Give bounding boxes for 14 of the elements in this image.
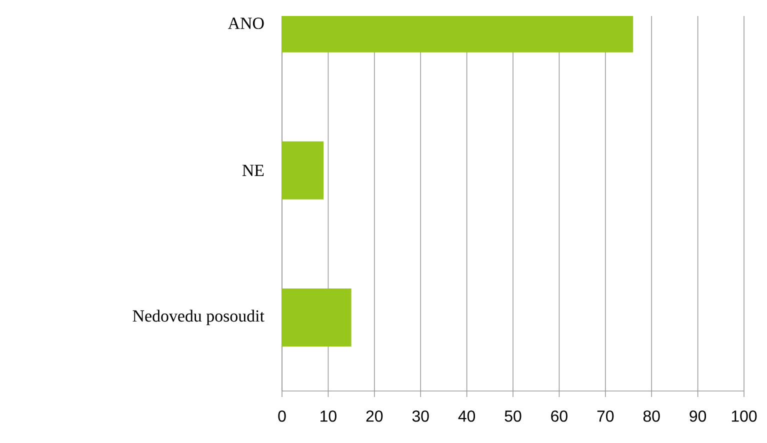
x-tick-label: 50: [504, 410, 522, 422]
x-tick-label: 80: [643, 410, 660, 422]
y-tick-label: NE: [242, 164, 264, 176]
x-tick-label: 90: [690, 410, 706, 422]
x-tick-label: 30: [412, 410, 429, 422]
x-tick-label: 100: [732, 410, 757, 422]
y-tick-label: ANO: [228, 18, 264, 30]
y-tick-label: Nedovedu posoudit: [132, 310, 264, 326]
x-tick-label: 20: [366, 410, 383, 422]
x-tick-label: 0: [278, 410, 286, 422]
x-tick-label: 10: [320, 410, 336, 422]
x-tick-label: 70: [597, 410, 614, 422]
x-tick-label: 40: [458, 410, 476, 422]
x-tick-label: 60: [551, 410, 568, 422]
